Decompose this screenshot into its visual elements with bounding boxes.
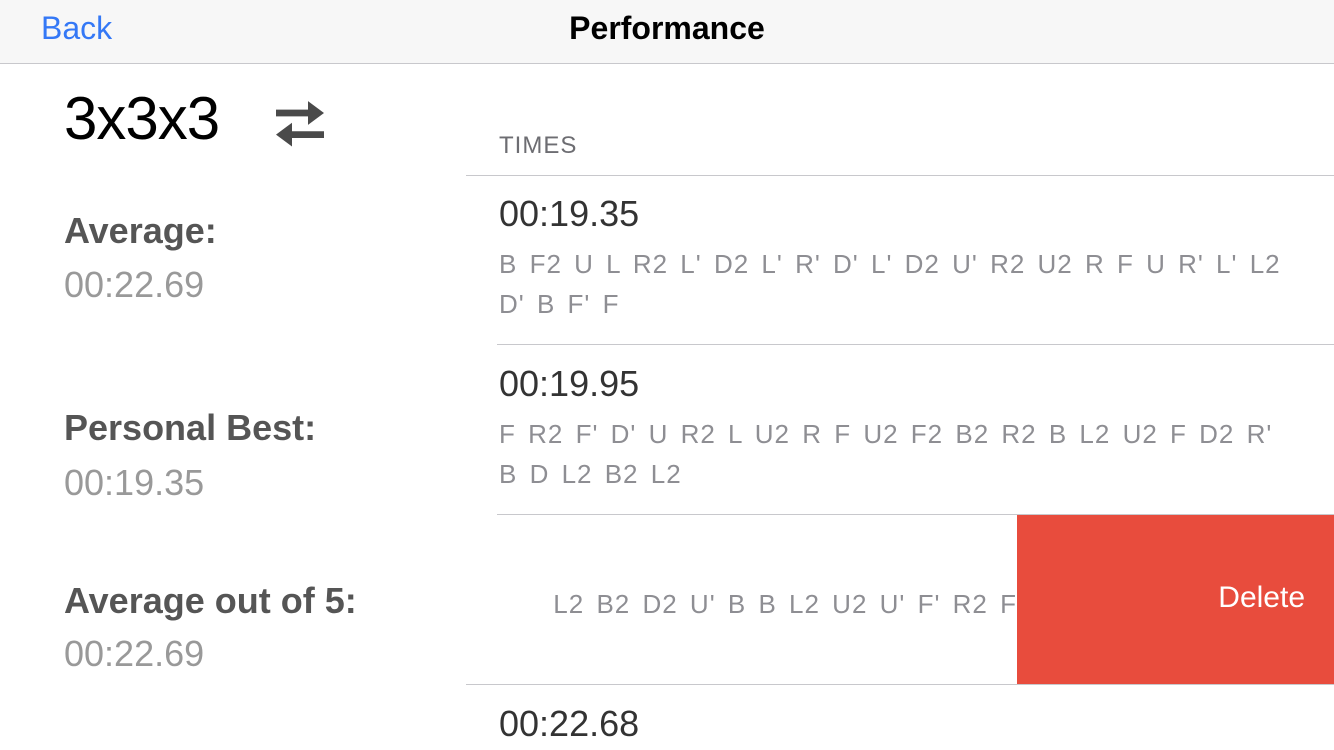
personal-best-value: 00:19.35 [64,462,205,503]
separator [466,175,1334,176]
separator [497,344,1334,345]
navigation-bar: Back Performance [0,0,1334,64]
time-row-4-time[interactable]: 00:22.68 [499,703,640,744]
delete-button[interactable]: Delete [1017,515,1334,685]
time-row-2-scramble: F R2 F' D' U R2 L U2 R F U2 F2 B2 R2 B L… [499,419,1273,489]
swap-arrows-icon[interactable] [274,100,326,148]
average-label: Average: [64,210,217,251]
personal-best-label: Personal Best: [64,407,317,448]
times-section-header: TIMES [499,132,578,159]
back-button[interactable]: Back [41,10,113,46]
average-of-5-label: Average out of 5: [64,580,357,621]
page-title: Performance [569,10,765,46]
time-row-1-scramble: B F2 U L R2 L' D2 L' R' D' L' D2 U' R2 U… [499,249,1281,319]
average-of-5-value: 00:22.69 [64,633,205,674]
separator [497,514,1334,515]
delete-label: Delete [1218,581,1305,614]
time-row-3-scramble: L2 B2 D2 U' B B L2 U2 U' F' R2 F [553,589,1017,619]
time-row-2-time[interactable]: 00:19.95 [499,363,640,404]
separator [466,684,1334,685]
puzzle-name: 3x3x3 [64,85,220,152]
time-row-1-time[interactable]: 00:19.35 [499,193,640,234]
average-value: 00:22.69 [64,264,205,305]
